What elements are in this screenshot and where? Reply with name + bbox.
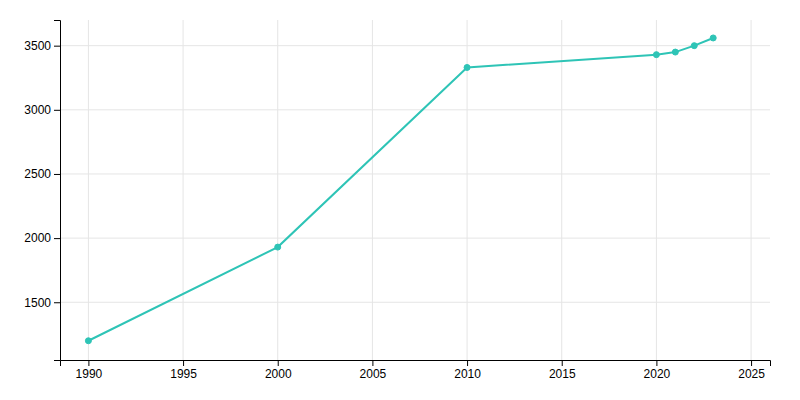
marker: [275, 244, 281, 250]
x-tick-mark: [88, 360, 89, 366]
grid-line: [60, 173, 770, 174]
x-tick-label: 1995: [170, 367, 197, 381]
y-axis-line: [54, 21, 61, 361]
y-axis: 1500 2000 2500 3000 3500: [24, 21, 60, 361]
grid-line: [277, 20, 278, 360]
marker: [653, 52, 659, 58]
y-tick-mark: [54, 174, 60, 175]
grid-line: [60, 109, 770, 110]
x-tick-label: 2025: [738, 367, 765, 381]
y-tick: 3500: [24, 39, 60, 53]
x-tick: 1995: [170, 360, 197, 381]
marker: [85, 338, 91, 344]
grid-line: [751, 20, 752, 360]
x-tick-label: 2000: [265, 367, 292, 381]
x-tick-mark: [751, 360, 752, 366]
x-tick: 2015: [549, 360, 576, 381]
grid-line: [561, 20, 562, 360]
y-tick-label: 1500: [24, 296, 51, 310]
line: [88, 38, 713, 341]
x-tick-mark: [467, 360, 468, 366]
x-tick-label: 2015: [549, 367, 576, 381]
grid-line: [467, 20, 468, 360]
x-tick-label: 1990: [76, 367, 103, 381]
marks: [85, 35, 716, 344]
grid: [60, 20, 770, 360]
y-tick: 2000: [24, 231, 60, 245]
plot: 1990 1995 2000 2005 2010 2015 2020 2025 1500 2000…: [24, 20, 770, 381]
y-tick-label: 2500: [24, 167, 51, 181]
x-tick-mark: [372, 360, 373, 366]
x-tick-mark: [183, 360, 184, 366]
x-tick-label: 2010: [454, 367, 481, 381]
x-tick: 2020: [644, 360, 671, 381]
x-tick: 2025: [738, 360, 765, 381]
marker: [672, 49, 678, 55]
x-tick: 2010: [454, 360, 481, 381]
x-tick: 1990: [76, 360, 103, 381]
x-tick-mark: [656, 360, 657, 366]
grid-line: [88, 20, 89, 360]
y-tick-mark: [54, 302, 60, 303]
x-tick: 2005: [360, 360, 387, 381]
chart: 1990 1995 2000 2005 2010 2015 2020 2025 1500 2000…: [0, 0, 800, 400]
y-tick: 2500: [24, 167, 60, 181]
grid-line: [183, 20, 184, 360]
y-tick-label: 3000: [24, 103, 51, 117]
x-axis: 1990 1995 2000 2005 2010 2015 2020 2025: [61, 360, 771, 381]
x-tick-mark: [562, 360, 563, 366]
grid-line: [60, 45, 770, 46]
y-tick-mark: [54, 238, 60, 239]
y-tick-label: 3500: [24, 39, 51, 53]
x-tick-label: 2005: [360, 367, 387, 381]
marker: [691, 43, 697, 49]
y-tick-mark: [54, 110, 60, 111]
grid-line: [60, 238, 770, 239]
marker: [464, 64, 470, 70]
y-tick: 1500: [24, 296, 60, 310]
x-tick-mark: [278, 360, 279, 366]
y-tick-label: 2000: [24, 231, 51, 245]
x-tick-label: 2020: [644, 367, 671, 381]
marker: [710, 35, 716, 41]
x-axis-line: [61, 361, 771, 367]
y-tick-mark: [54, 46, 60, 47]
grid-line: [656, 20, 657, 360]
grid-line: [372, 20, 373, 360]
y-tick: 3000: [24, 103, 60, 117]
x-tick: 2000: [265, 360, 292, 381]
